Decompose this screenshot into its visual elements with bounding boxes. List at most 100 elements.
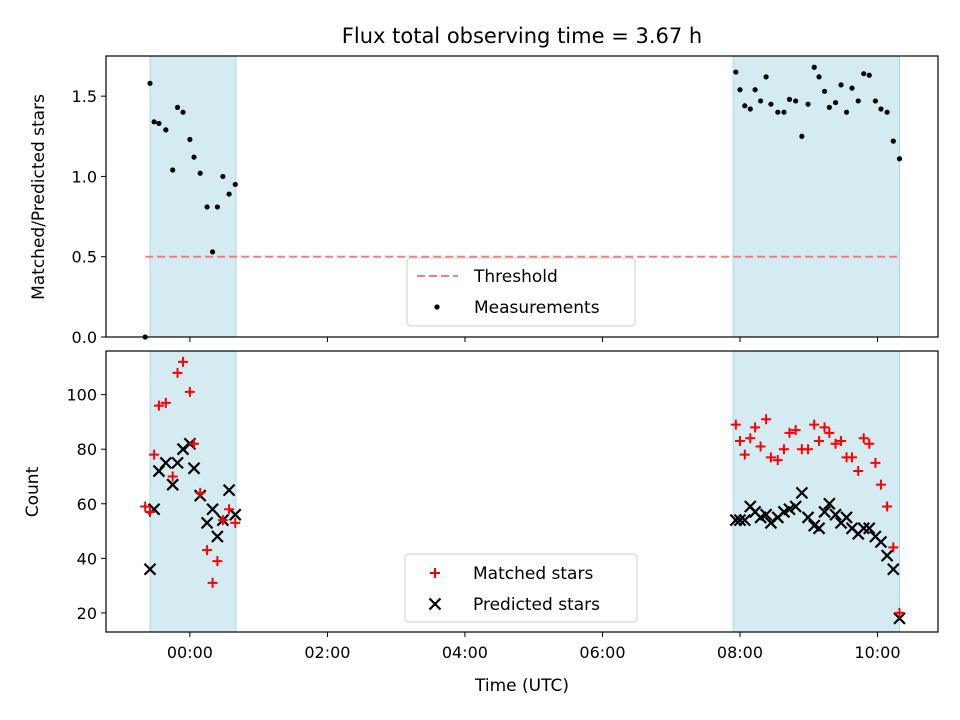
x-axis-label: Time (UTC) xyxy=(474,676,569,696)
matched-star-point xyxy=(140,501,151,512)
matched-star-point xyxy=(888,542,899,553)
predicted-star-point xyxy=(166,478,179,491)
matched-star-point xyxy=(761,414,772,425)
predicted-star-point xyxy=(228,508,242,521)
predicted-star-point xyxy=(759,508,773,521)
measurement-point xyxy=(742,103,748,109)
predicted-star-point xyxy=(823,497,836,511)
measurement-point xyxy=(757,98,764,104)
measurement-point xyxy=(849,85,855,91)
predicted-star-point xyxy=(733,513,747,527)
measurement-point xyxy=(896,156,903,162)
bottom-y-axis-label: Count xyxy=(23,466,43,517)
matched-star-point xyxy=(153,400,164,411)
measurement-point xyxy=(214,204,220,210)
bottom-legend: Matched stars Predicted stars xyxy=(404,553,638,623)
matched-star-point xyxy=(809,419,820,430)
predicted-star-point xyxy=(143,562,157,576)
measurement-point xyxy=(811,64,817,70)
predicted-star-point xyxy=(818,505,831,519)
matched-star-point xyxy=(824,427,835,438)
measurement-point xyxy=(826,104,832,110)
measurement-point xyxy=(786,96,793,102)
matched-star-point xyxy=(734,436,745,447)
measurement-point xyxy=(187,136,193,143)
predicted-star-point xyxy=(857,522,871,535)
predicted-star-point xyxy=(206,502,219,516)
measurement-point xyxy=(232,181,238,188)
matched-star-point xyxy=(207,577,218,588)
measurement-point xyxy=(174,104,181,110)
chart-title: Flux total observing time = 3.67 h xyxy=(342,24,702,48)
predicted-star-point xyxy=(874,535,888,549)
matched-star-point xyxy=(765,452,776,463)
bottom-x-tick-label: 04:00 xyxy=(442,643,488,662)
matched-star-point xyxy=(189,438,200,449)
matched-star-point xyxy=(212,556,223,567)
predicted-star-point xyxy=(801,511,815,524)
predicted-star-point xyxy=(893,612,906,625)
matched-star-point xyxy=(145,506,156,517)
measurement-point xyxy=(821,88,828,94)
measurement-point xyxy=(752,87,758,93)
predicted-star-point xyxy=(862,522,876,535)
predicted-star-point xyxy=(829,508,842,521)
legend-measurement-swatch xyxy=(434,304,440,310)
matched-star-point xyxy=(730,419,741,430)
measurement-point xyxy=(209,249,216,255)
top-shaded-interval xyxy=(732,55,900,338)
top-y-tick-label: 0.0 xyxy=(72,328,97,347)
predicted-star-point xyxy=(222,483,236,497)
bottom-x-tick-label: 06:00 xyxy=(579,643,625,662)
measurement-point xyxy=(855,98,861,104)
predicted-star-point xyxy=(211,530,224,543)
matched-star-point xyxy=(814,436,825,447)
measurement-point xyxy=(156,120,162,127)
legend-predicted-swatch xyxy=(428,597,442,611)
measurement-point xyxy=(768,101,774,107)
predicted-star-point xyxy=(729,513,743,527)
measurement-point xyxy=(805,101,811,107)
predicted-star-point xyxy=(840,511,853,524)
bottom-plot-frame xyxy=(105,350,939,633)
matched-star-point xyxy=(853,466,864,477)
bottom-x-tick-label: 02:00 xyxy=(304,643,350,662)
matched-star-point xyxy=(830,438,841,449)
measurement-point xyxy=(763,74,769,80)
legend-matched-swatch xyxy=(430,568,440,578)
matched-star-point xyxy=(858,433,869,444)
predicted-star-point xyxy=(159,456,173,470)
measurement-point xyxy=(737,87,743,93)
matched-star-point xyxy=(772,455,783,466)
measurement-point xyxy=(151,119,157,125)
matched-star-point xyxy=(739,449,750,460)
matched-star-point xyxy=(778,444,789,455)
matched-star-point xyxy=(230,517,241,528)
bottom-y-tick-label: 100 xyxy=(66,386,97,405)
bottom-y-tick-label: 60 xyxy=(77,495,97,514)
measurement-point xyxy=(197,170,203,176)
matched-star-point xyxy=(750,422,761,433)
top-legend: Threshold Measurements xyxy=(406,257,636,327)
measurement-point xyxy=(747,106,753,112)
matched-star-point xyxy=(755,441,766,452)
predicted-star-point xyxy=(887,562,900,576)
measurement-point xyxy=(180,109,186,115)
predicted-star-point xyxy=(783,502,796,516)
matched-star-point xyxy=(217,515,228,526)
matched-star-point xyxy=(745,433,756,444)
measurement-point xyxy=(204,204,210,210)
matched-star-point xyxy=(847,452,858,463)
top-plot-frame xyxy=(105,55,939,338)
measurement-point xyxy=(733,69,739,75)
measurement-point xyxy=(861,71,867,77)
matched-star-point xyxy=(819,422,830,433)
measurement-point xyxy=(890,138,896,144)
measurement-point xyxy=(866,72,872,78)
measurement-point xyxy=(170,167,176,173)
predicted-star-point xyxy=(795,486,809,500)
measurement-point xyxy=(775,109,781,115)
matched-star-point xyxy=(790,425,801,436)
bottom-shaded-interval xyxy=(732,350,900,633)
